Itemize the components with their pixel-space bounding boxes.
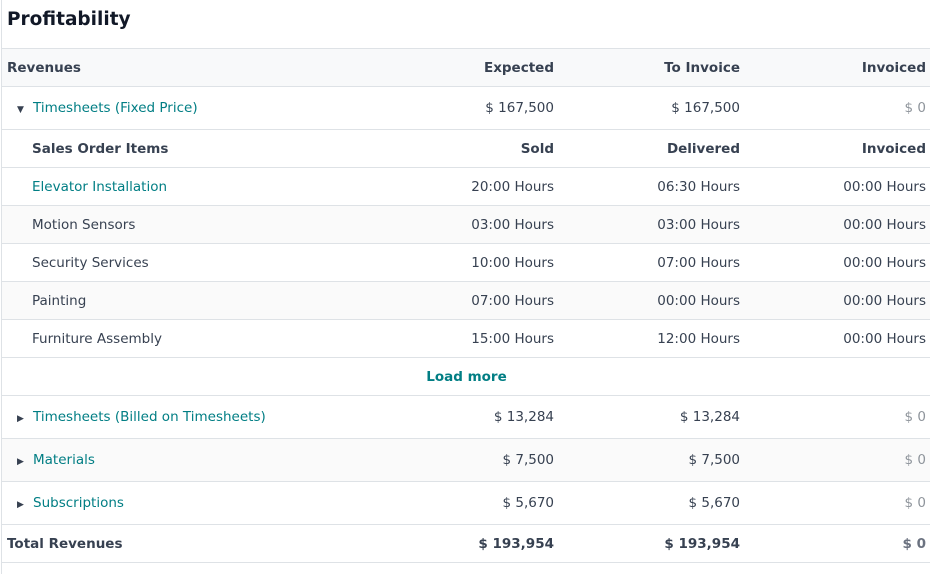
col-expected: Expected [372,48,558,87]
category-row-subscriptions[interactable]: ▶ Subscriptions $ 5,670 $ 5,670 $ 0 [2,481,930,525]
delivered-value: 12:00 Hours [558,319,744,358]
invoiced-value: 00:00 Hours [744,205,930,244]
delivered-value: 03:00 Hours [558,205,744,244]
item-name: Painting [2,281,372,320]
delivered-value: 07:00 Hours [558,243,744,282]
category-link[interactable]: Materials [33,452,95,468]
table-row: Motion Sensors 03:00 Hours 03:00 Hours 0… [2,205,930,244]
sold-value: 20:00 Hours [372,167,558,206]
invoiced-value: 00:00 Hours [744,167,930,206]
category-link[interactable]: Timesheets (Fixed Price) [33,100,198,116]
sold-value: 15:00 Hours [372,319,558,358]
caret-down-icon[interactable]: ▼ [17,105,24,115]
caret-right-icon[interactable]: ▶ [17,500,24,510]
load-more-button[interactable]: Load more [2,357,930,396]
delivered-value: 00:00 Hours [558,281,744,320]
panel-border [1,0,2,574]
total-expected: $ 193,954 [372,524,558,563]
revenues-table: Revenues Expected To Invoice Invoiced ▼ T… [2,48,930,563]
sold-value: 10:00 Hours [372,243,558,282]
invoiced-value: 00:00 Hours [744,281,930,320]
to-invoice-value: $ 5,670 [558,481,744,525]
total-row: Total Revenues $ 193,954 $ 193,954 $ 0 [2,524,930,563]
expected-value: $ 7,500 [372,438,558,482]
caret-right-icon[interactable]: ▶ [17,457,24,467]
category-row-billed-timesheets[interactable]: ▶ Timesheets (Billed on Timesheets) $ 13,… [2,395,930,439]
invoiced-value: $ 0 [744,481,930,525]
invoiced-value: 00:00 Hours [744,243,930,282]
total-invoiced: $ 0 [744,524,930,563]
category-link[interactable]: Timesheets (Billed on Timesheets) [33,409,266,425]
col-invoiced: Invoiced [744,48,930,87]
sold-value: 03:00 Hours [372,205,558,244]
to-invoice-value: $ 13,284 [558,395,744,439]
sub-col-items: Sales Order Items [2,129,372,168]
item-name: Furniture Assembly [2,319,372,358]
total-to-invoice: $ 193,954 [558,524,744,563]
invoiced-value: $ 0 [744,438,930,482]
expected-value: $ 5,670 [372,481,558,525]
sub-col-invoiced: Invoiced [744,129,930,168]
item-link[interactable]: Elevator Installation [32,178,168,195]
sub-col-delivered: Delivered [558,129,744,168]
col-to-invoice: To Invoice [558,48,744,87]
load-more-row: Load more [2,357,930,396]
sub-col-sold: Sold [372,129,558,168]
sold-value: 07:00 Hours [372,281,558,320]
col-revenues: Revenues [2,48,372,87]
category-row-materials[interactable]: ▶ Materials $ 7,500 $ 7,500 $ 0 [2,438,930,482]
expected-value: $ 13,284 [372,395,558,439]
table-row: Furniture Assembly 15:00 Hours 12:00 Hou… [2,319,930,358]
item-name: Security Services [2,243,372,282]
expected-value: $ 167,500 [372,86,558,130]
item-name: Motion Sensors [2,205,372,244]
category-row-fixed-price[interactable]: ▼ Timesheets (Fixed Price) $ 167,500 $ 16… [2,86,930,130]
table-row: Elevator Installation 20:00 Hours 06:30 … [2,167,930,206]
sub-header: Sales Order Items Sold Delivered Invoice… [2,129,930,168]
table-row: Painting 07:00 Hours 00:00 Hours 00:00 H… [2,281,930,320]
invoiced-value: 00:00 Hours [744,319,930,358]
invoiced-value: $ 0 [744,86,930,130]
table-header: Revenues Expected To Invoice Invoiced [2,48,930,87]
delivered-value: 06:30 Hours [558,167,744,206]
page-title: Profitability [7,9,131,30]
total-label: Total Revenues [2,524,372,563]
category-link[interactable]: Subscriptions [33,495,124,511]
table-row: Security Services 10:00 Hours 07:00 Hour… [2,243,930,282]
invoiced-value: $ 0 [744,395,930,439]
to-invoice-value: $ 167,500 [558,86,744,130]
caret-right-icon[interactable]: ▶ [17,414,24,424]
to-invoice-value: $ 7,500 [558,438,744,482]
